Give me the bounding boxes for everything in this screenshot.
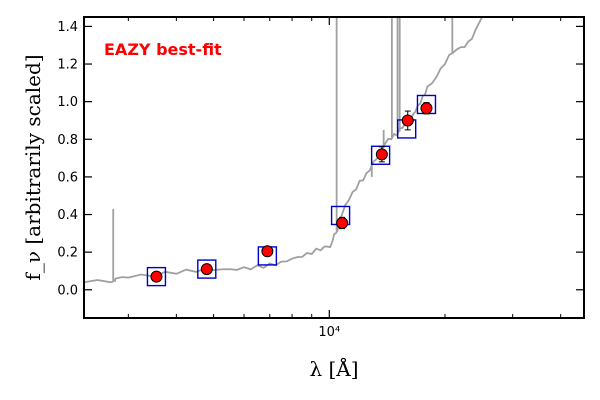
- observed-flux-point: [420, 102, 433, 115]
- observed-flux-point: [336, 216, 349, 229]
- observed-flux-point: [150, 270, 163, 283]
- axis-ticks: 0.0 0.2 0.4 0.6 0.8 1.0 1.2 1.4 10⁴: [57, 17, 584, 340]
- x-axis-label: λ [Å]: [309, 356, 358, 381]
- model-flux-box: [370, 145, 391, 165]
- y-tick-label: 0.2: [57, 246, 78, 261]
- y-tick-label: 0.4: [57, 208, 78, 223]
- y-tick-label: 1.2: [57, 58, 78, 73]
- y-tick-label: 1.4: [57, 20, 78, 35]
- plot-frame: [83, 16, 585, 319]
- observed-flux-point: [200, 263, 213, 276]
- observed-flux-point: [261, 245, 274, 258]
- x-tick-label: 10⁴: [318, 325, 340, 340]
- observed-flux-layer: [150, 102, 433, 283]
- observed-flux-point: [401, 114, 414, 127]
- model-flux-box: [197, 259, 217, 279]
- y-axis-label: f_ν [arbitrarily scaled]: [21, 54, 45, 280]
- annotation-label: EAZY best-fit: [104, 40, 222, 59]
- model-flux-box: [146, 266, 167, 287]
- y-tick-label: 0.6: [57, 170, 78, 185]
- y-tick-label: 0.8: [57, 133, 78, 148]
- y-tick-label: 1.0: [57, 95, 78, 110]
- observed-flux-point: [375, 148, 388, 161]
- y-tick-label: 0.0: [57, 283, 78, 298]
